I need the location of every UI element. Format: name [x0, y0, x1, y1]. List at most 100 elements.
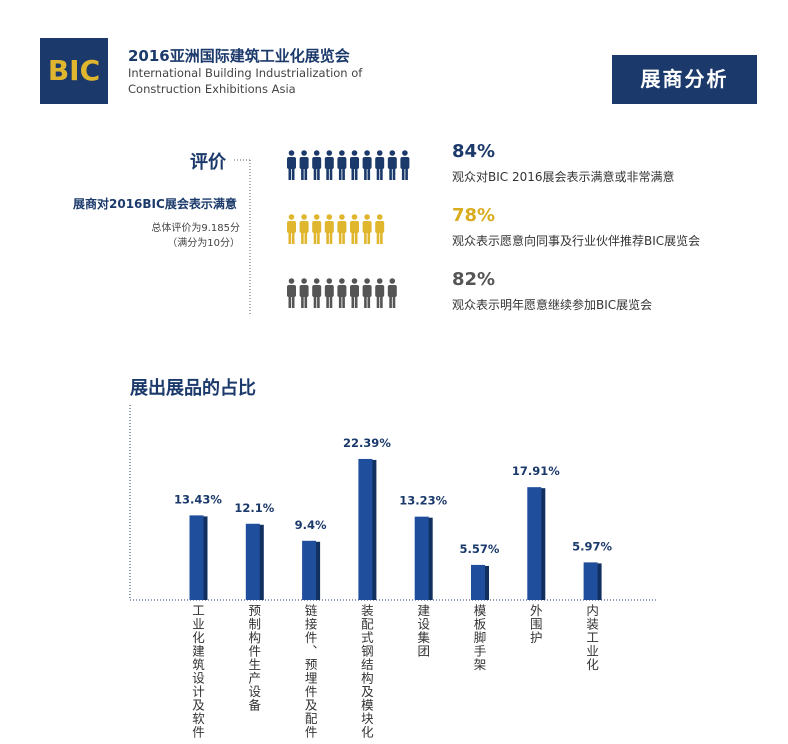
- person-icon: [287, 214, 296, 244]
- icon-leg: [338, 167, 342, 180]
- person-icon: [299, 150, 309, 180]
- x-tick-label: 外围护: [527, 604, 543, 645]
- icon-leg: [304, 231, 308, 244]
- bar-side: [596, 563, 602, 600]
- icon-leg: [313, 295, 317, 308]
- icon-leg: [326, 231, 329, 244]
- person-icon: [400, 150, 410, 180]
- person-icon: [375, 278, 385, 308]
- bar: [358, 458, 373, 600]
- icon-body: [299, 285, 309, 297]
- icon-body: [312, 285, 322, 297]
- eval-percent: 78%: [452, 205, 496, 226]
- person-icon: [337, 150, 347, 180]
- icon-head: [376, 214, 383, 220]
- bar: [189, 515, 204, 600]
- icon-body: [362, 157, 372, 169]
- icon-head: [288, 278, 295, 284]
- eval-heading: 展商对2016BIC展会表示满意: [73, 197, 237, 211]
- icon-leg: [342, 167, 345, 180]
- person-icon: [362, 214, 372, 244]
- x-tick-label: 内装工业化: [584, 604, 600, 672]
- person-icon: [350, 150, 359, 180]
- icon-head: [389, 278, 396, 284]
- value-label: 13.23%: [399, 494, 447, 508]
- icon-head: [376, 278, 383, 284]
- bar-side: [258, 524, 264, 600]
- icon-body: [350, 157, 359, 169]
- icon-leg: [291, 231, 295, 244]
- score-line: 总体评价为9.185分: [151, 223, 240, 234]
- value-label: 17.91%: [512, 464, 560, 478]
- person-icon: [287, 278, 296, 308]
- icon-head: [301, 214, 307, 220]
- icon-leg: [392, 167, 396, 180]
- icon-head: [326, 150, 333, 156]
- icon-body: [299, 221, 309, 233]
- icon-leg: [288, 295, 292, 308]
- icon-body: [287, 221, 296, 233]
- person-icon: [362, 278, 372, 308]
- icon-leg: [291, 167, 295, 180]
- icon-leg: [288, 167, 292, 180]
- person-icon: [299, 214, 309, 244]
- person-icon: [350, 214, 359, 244]
- icon-body: [362, 221, 372, 233]
- icon-leg: [329, 167, 333, 180]
- icon-head: [313, 214, 320, 220]
- person-icon: [375, 150, 385, 180]
- person-icon: [375, 214, 385, 244]
- icon-leg: [338, 231, 342, 244]
- icon-leg: [364, 167, 367, 180]
- icon-head: [339, 214, 345, 220]
- icon-leg: [329, 231, 333, 244]
- bar-side: [315, 541, 321, 600]
- icon-head: [351, 150, 358, 156]
- x-tick-label: 模板脚手架: [471, 604, 487, 672]
- icon-leg: [351, 167, 355, 180]
- person-icon: [337, 214, 347, 244]
- eval-text: 观众表示愿意向同事及行业伙伴推荐BIC展览会: [452, 234, 701, 248]
- eval-percent: 82%: [452, 269, 496, 290]
- value-label: 5.57%: [460, 542, 500, 556]
- icon-body: [312, 157, 322, 169]
- chart-title: 展出展品的占比: [130, 377, 256, 399]
- icon-body: [375, 157, 385, 169]
- icon-head: [364, 214, 370, 220]
- icon-leg: [354, 295, 358, 308]
- icon-leg: [367, 295, 371, 308]
- icon-head: [389, 150, 396, 156]
- icon-leg: [380, 295, 383, 308]
- icon-leg: [317, 231, 320, 244]
- person-icon: [312, 278, 322, 308]
- icon-leg: [389, 167, 392, 180]
- icon-head: [301, 150, 307, 156]
- icon-leg: [380, 231, 383, 244]
- bar: [527, 487, 542, 600]
- icon-leg: [317, 295, 320, 308]
- bar: [414, 516, 429, 600]
- person-icon: [312, 150, 322, 180]
- person-icon: [387, 150, 397, 180]
- icon-head: [313, 278, 320, 284]
- icon-leg: [313, 167, 317, 180]
- icon-body: [337, 221, 347, 233]
- icon-leg: [380, 167, 383, 180]
- icon-leg: [367, 167, 371, 180]
- person-icon: [350, 278, 359, 308]
- icon-leg: [367, 231, 371, 244]
- icon-leg: [317, 167, 320, 180]
- icon-head: [376, 150, 383, 156]
- bar-side: [371, 459, 377, 600]
- icon-leg: [401, 167, 405, 180]
- score-line: （满分为10分）: [167, 238, 240, 249]
- icon-body: [375, 221, 385, 233]
- icon-body: [324, 157, 334, 169]
- icon-head: [351, 214, 358, 220]
- icon-body: [400, 157, 410, 169]
- value-label: 22.39%: [343, 436, 391, 450]
- icon-leg: [364, 231, 367, 244]
- header-title: 2016亚洲国际建筑工业化展览会: [128, 47, 350, 65]
- badge: 展商分析: [612, 55, 757, 104]
- icon-head: [326, 214, 333, 220]
